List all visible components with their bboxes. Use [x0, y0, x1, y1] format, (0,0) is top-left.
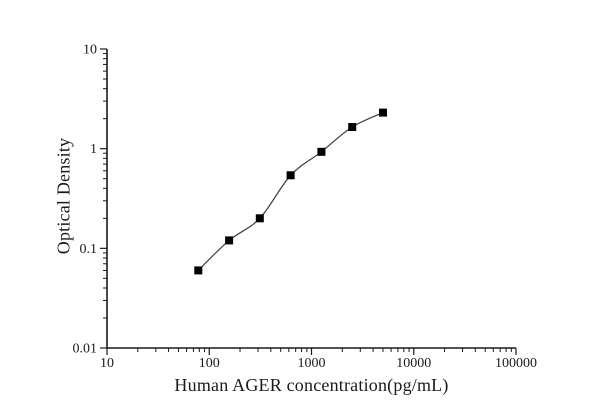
data-point-marker [194, 266, 203, 275]
data-point-marker [317, 147, 326, 156]
y-tick-label: 10 [83, 43, 97, 58]
axes-layer [106, 49, 516, 349]
curve-line [197, 112, 384, 271]
y-tick-label: 0.01 [73, 342, 98, 357]
x-tick-label: 10 [100, 356, 114, 371]
ticks-layer [100, 48, 517, 355]
y-tick-label: 1 [90, 142, 97, 157]
series-layer [194, 108, 387, 275]
x-axis-title: Human AGER concentration(pg/mL) [174, 375, 449, 395]
y-tick-label: 0.1 [80, 242, 98, 257]
tick-labels-layer: 10 100 1000 10000 100000 10 1 0.1 0.01 [73, 43, 538, 372]
x-tick-label: 100000 [495, 356, 537, 371]
data-point-marker [379, 108, 387, 117]
data-point-marker [255, 214, 264, 223]
data-point-marker [348, 123, 357, 131]
data-point-marker [286, 171, 295, 180]
x-tick-label: 100 [199, 356, 220, 371]
x-tick-label: 10000 [396, 356, 431, 371]
y-axis-title: Optical Density [53, 137, 74, 255]
x-tick-label: 1000 [298, 356, 326, 371]
data-point-marker [225, 236, 234, 245]
